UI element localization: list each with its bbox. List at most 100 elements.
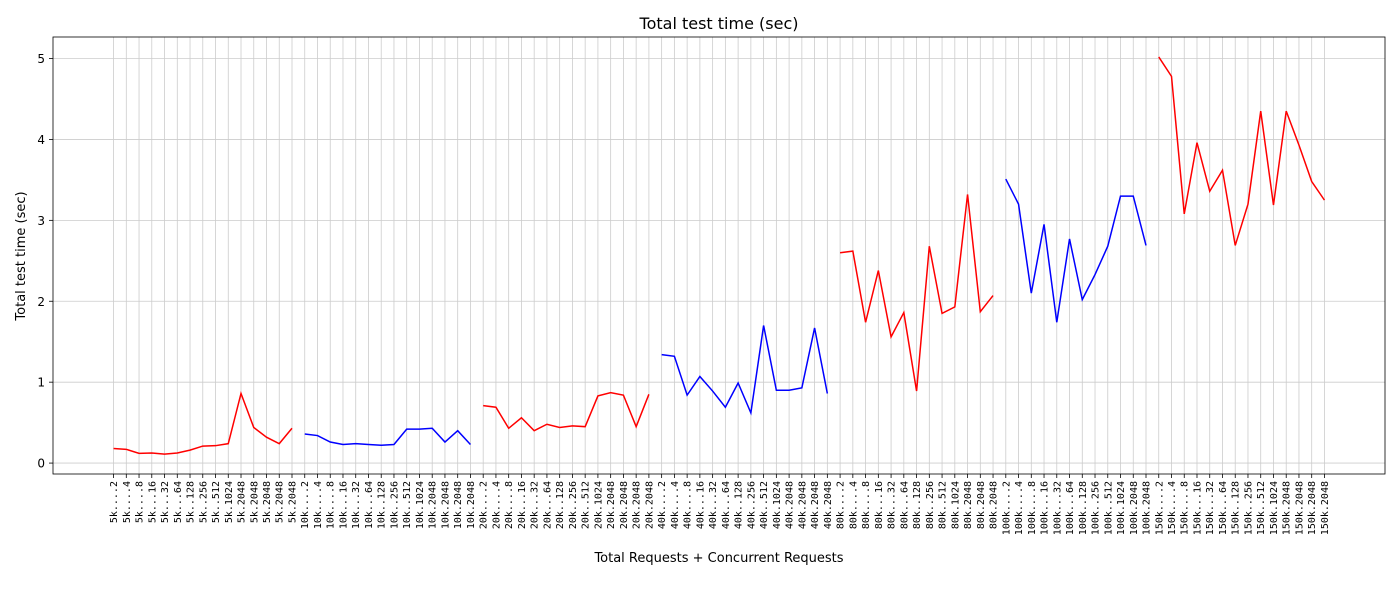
plot-frame bbox=[52, 36, 1386, 475]
y-tick-label: 5 bbox=[37, 52, 45, 66]
x-tick-label: 10k.2048 bbox=[428, 481, 439, 529]
x-tick-label: 100k....8 bbox=[1027, 481, 1038, 535]
x-tick-label: 5k.2048 bbox=[249, 481, 260, 523]
x-tick-label: 80k.2048 bbox=[989, 481, 1000, 529]
x-tick-label: 20k.2048 bbox=[644, 481, 655, 529]
y-tick-label: 1 bbox=[37, 376, 45, 390]
x-tick-label: 150k.1024 bbox=[1269, 481, 1280, 535]
data-line bbox=[839, 194, 994, 392]
x-tick-label: 100k....2 bbox=[1001, 481, 1012, 535]
x-tick-label: 40k.2048 bbox=[785, 481, 796, 529]
x-tick-label: 100k....4 bbox=[1014, 481, 1025, 535]
x-tick-label: 5k..512 bbox=[211, 481, 222, 523]
x-tick-label: 100k...32 bbox=[1052, 481, 1063, 535]
x-tick-label: 20k.2048 bbox=[619, 481, 630, 529]
x-tick-label: 10k.2048 bbox=[453, 481, 464, 529]
x-tick-label: 5k.1024 bbox=[224, 481, 235, 523]
x-tick-label: 150k..256 bbox=[1243, 481, 1254, 535]
x-tick-label: 40k...32 bbox=[708, 481, 719, 529]
x-tick-label: 40k..128 bbox=[734, 481, 745, 529]
x-tick-label: 150k.2048 bbox=[1307, 481, 1318, 535]
x-tick-label: 10k..128 bbox=[377, 481, 388, 529]
x-tick-label: 100k..128 bbox=[1078, 481, 1089, 535]
x-tick-label: 80k...64 bbox=[899, 481, 910, 529]
x-tick-label: 20k.1024 bbox=[593, 481, 604, 529]
x-tick-label: 20k....4 bbox=[491, 481, 502, 529]
x-tick-label: 40k.2048 bbox=[823, 481, 834, 529]
y-tick-label: 0 bbox=[37, 457, 45, 471]
x-tick-label: 100k..256 bbox=[1091, 481, 1102, 535]
x-tick-label: 40k....4 bbox=[670, 481, 681, 529]
y-tick-label: 2 bbox=[37, 295, 45, 309]
x-axis-label: Total Requests + Concurrent Requests bbox=[593, 551, 843, 566]
x-tick-label: 10k.2048 bbox=[466, 481, 477, 529]
x-tick-label: 150k..512 bbox=[1256, 481, 1267, 535]
x-tick-label: 20k.2048 bbox=[606, 481, 617, 529]
x-tick-label: 10k..256 bbox=[389, 481, 400, 529]
x-tick-label: 20k....8 bbox=[504, 481, 515, 529]
x-tick-label: 40k...16 bbox=[695, 481, 706, 529]
x-tick-label: 40k.2048 bbox=[797, 481, 808, 529]
x-tick-label: 10k...16 bbox=[338, 481, 349, 529]
x-tick-label: 150k.2048 bbox=[1320, 481, 1331, 535]
y-axis-label: Total test time (sec) bbox=[14, 191, 29, 321]
x-tick-label: 80k.2048 bbox=[976, 481, 987, 529]
x-tick-label: 150k.2048 bbox=[1282, 481, 1293, 535]
x-tick-label: 150k...32 bbox=[1205, 481, 1216, 535]
x-tick-label: 80k...32 bbox=[887, 481, 898, 529]
x-tick-label: 80k..512 bbox=[938, 481, 949, 529]
x-tick-label: 5k....2 bbox=[109, 481, 120, 523]
x-tick-label: 150k....2 bbox=[1154, 481, 1165, 535]
x-tick-label: 150k..128 bbox=[1231, 481, 1242, 535]
data-line bbox=[113, 390, 293, 455]
x-tick-label: 150k....4 bbox=[1167, 481, 1178, 535]
data-line bbox=[1005, 178, 1147, 323]
x-tick-label: 20k...32 bbox=[530, 481, 541, 529]
x-tick-label: 5k...64 bbox=[173, 481, 184, 523]
x-tick-label: 80k..256 bbox=[925, 481, 936, 529]
x-tick-label: 10k....2 bbox=[300, 481, 311, 529]
x-tick-label: 20k.2048 bbox=[632, 481, 643, 529]
y-tick-label: 3 bbox=[37, 214, 45, 228]
x-tick-label: 5k.2048 bbox=[287, 481, 298, 523]
x-tick-label: 10k..512 bbox=[402, 481, 413, 529]
x-tick-label: 80k....8 bbox=[861, 481, 872, 529]
x-tick-label: 40k.1024 bbox=[772, 481, 783, 529]
chart-title: Total test time (sec) bbox=[639, 14, 799, 33]
x-tick-label: 80k....2 bbox=[836, 481, 847, 529]
x-tick-label: 150k....8 bbox=[1180, 481, 1191, 535]
x-tick-label: 5k..128 bbox=[186, 481, 197, 523]
x-tick-label: 40k....2 bbox=[657, 481, 668, 529]
x-tick-label: 20k..256 bbox=[568, 481, 579, 529]
x-tick-label: 10k....8 bbox=[326, 481, 337, 529]
x-tick-label: 20k..512 bbox=[581, 481, 592, 529]
data-line bbox=[1158, 56, 1326, 246]
x-tick-label: 5k.2048 bbox=[262, 481, 273, 523]
x-tick-label: 5k...16 bbox=[147, 481, 158, 523]
x-tick-label: 5k.2048 bbox=[275, 481, 286, 523]
x-tick-label: 80k.1024 bbox=[950, 481, 961, 529]
x-tick-label: 20k...64 bbox=[542, 481, 553, 529]
x-tick-label: 5k....4 bbox=[122, 481, 133, 523]
data-line bbox=[661, 325, 829, 416]
x-tick-label: 20k..128 bbox=[555, 481, 566, 529]
x-tick-label: 10k.1024 bbox=[415, 481, 426, 529]
x-tick-label: 80k..128 bbox=[912, 481, 923, 529]
x-tick-label: 40k...64 bbox=[721, 481, 732, 529]
x-tick-label: 20k....2 bbox=[479, 481, 490, 529]
x-tick-label: 10k...32 bbox=[351, 481, 362, 529]
x-tick-label: 5k....8 bbox=[135, 481, 146, 523]
x-tick-label: 40k.2048 bbox=[810, 481, 821, 529]
y-tick-label: 4 bbox=[37, 133, 45, 147]
x-tick-label: 100k...16 bbox=[1040, 481, 1051, 535]
x-tick-label: 10k...64 bbox=[364, 481, 375, 529]
x-tick-label: 100k..512 bbox=[1103, 481, 1114, 535]
data-line bbox=[304, 427, 471, 447]
x-tick-label: 100k.1024 bbox=[1116, 481, 1127, 535]
x-tick-label: 150k.2048 bbox=[1294, 481, 1305, 535]
x-tick-label: 80k...16 bbox=[874, 481, 885, 529]
x-tick-label: 80k.2048 bbox=[963, 481, 974, 529]
x-tick-label: 5k.2048 bbox=[237, 481, 248, 523]
x-tick-label: 40k..512 bbox=[759, 481, 770, 529]
